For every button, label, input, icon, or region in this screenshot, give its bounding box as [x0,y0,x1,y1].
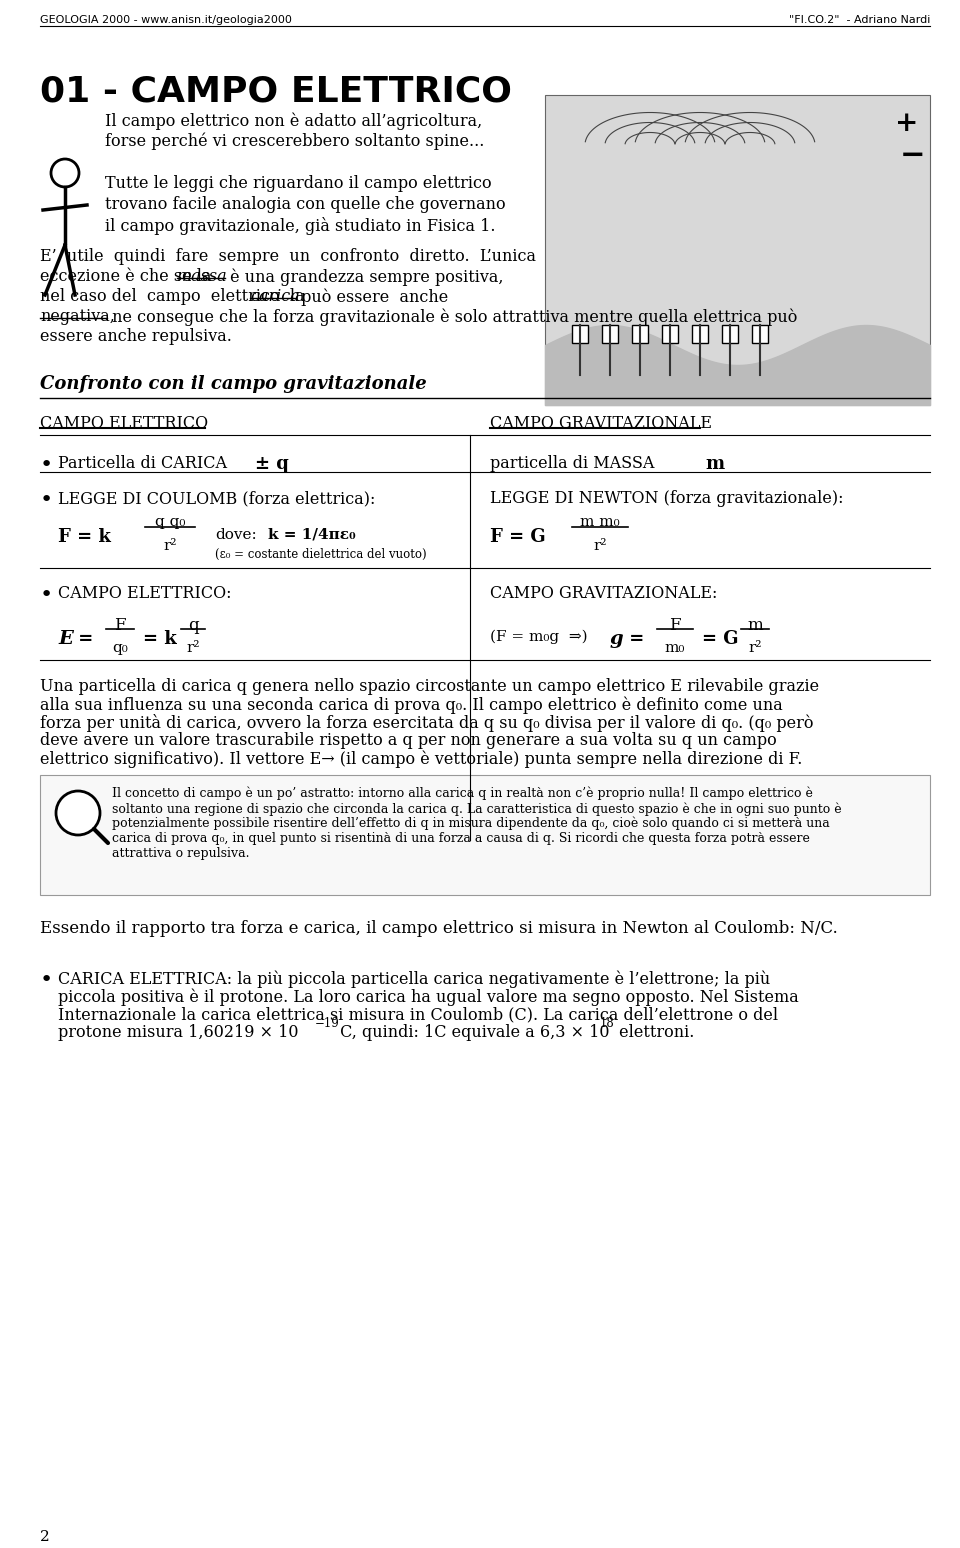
Text: deve avere un valore trascurabile rispetto a q per non generare a sua volta su q: deve avere un valore trascurabile rispet… [40,732,777,749]
Text: m: m [747,618,763,635]
Bar [602,325,618,344]
Bar [752,325,768,344]
Bar [40,776,930,895]
Bar [545,94,930,406]
Text: r²: r² [593,539,607,553]
Text: LEGGE DI COULOMB (forza elettrica):: LEGGE DI COULOMB (forza elettrica): [58,491,375,508]
Text: nel caso del  campo  elettrico  la: nel caso del campo elettrico la [40,288,310,305]
Text: CAMPO ELETTRICO:: CAMPO ELETTRICO: [58,585,231,602]
Text: E: E [58,630,73,649]
Text: m₀: m₀ [665,641,685,655]
Text: −19: −19 [315,1017,340,1029]
Text: Confronto con il campo gravitazionale: Confronto con il campo gravitazionale [40,375,427,393]
Text: eccezione è che se la: eccezione è che se la [40,268,217,285]
Circle shape [51,159,79,187]
Circle shape [56,791,100,834]
Text: = k: = k [143,630,177,649]
Text: può essere  anche: può essere anche [296,288,448,305]
Text: g: g [610,630,624,649]
Text: (ε₀ = costante dielettrica del vuoto): (ε₀ = costante dielettrica del vuoto) [215,548,426,560]
Text: r²: r² [163,539,177,553]
Text: m m₀: m m₀ [580,515,620,529]
Bar [572,325,588,344]
Text: m: m [705,455,724,474]
Text: alla sua influenza su una seconda carica di prova q₀. Il campo elettrico è defin: alla sua influenza su una seconda carica… [40,697,782,714]
Text: dove:: dove: [215,528,256,542]
Text: ± q: ± q [255,455,289,474]
Bar [722,325,738,344]
Text: Il concetto di campo è un po’ astratto: intorno alla carica q in realtà non c’è : Il concetto di campo è un po’ astratto: … [112,786,813,800]
Text: •: • [40,491,53,509]
Text: CAMPO ELETTRICO: CAMPO ELETTRICO [40,415,208,432]
Text: essere anche repulsiva.: essere anche repulsiva. [40,328,232,345]
Text: •: • [40,455,53,475]
Text: protone misura 1,60219 × 10: protone misura 1,60219 × 10 [58,1023,299,1040]
Text: E’  utile  quindi  fare  sempre  un  confronto  diretto.  L’unica: E’ utile quindi fare sempre un confronto… [40,248,536,265]
Text: q: q [188,618,199,635]
Text: = G: = G [702,630,738,649]
Text: Particella di CARICA: Particella di CARICA [58,455,227,472]
Text: CAMPO GRAVITAZIONALE: CAMPO GRAVITAZIONALE [490,415,712,432]
Text: piccola positiva è il protone. La loro carica ha ugual valore ma segno opposto. : piccola positiva è il protone. La loro c… [58,988,799,1006]
Text: ne consegue che la forza gravitazionale è solo attrattiva mentre quella elettric: ne consegue che la forza gravitazionale … [107,308,798,325]
Text: •: • [40,971,53,991]
Text: LEGGE DI NEWTON (forza gravitazionale):: LEGGE DI NEWTON (forza gravitazionale): [490,491,844,508]
Bar [632,325,648,344]
Text: +: + [895,110,919,138]
Bar [692,325,708,344]
Text: carica: carica [250,288,300,305]
Text: =: = [623,630,644,649]
Text: =: = [72,630,93,649]
Text: Il campo elettrico non è adatto all’agricoltura,: Il campo elettrico non è adatto all’agri… [105,113,482,130]
Text: negativa,: negativa, [40,308,115,325]
Text: CAMPO GRAVITAZIONALE:: CAMPO GRAVITAZIONALE: [490,585,717,602]
Text: elettrico significativo). Il vettore E→ (il campo è vettoriale) punta sempre nel: elettrico significativo). Il vettore E→ … [40,749,803,768]
Text: Essendo il rapporto tra forza e carica, il campo elettrico si misura in Newton a: Essendo il rapporto tra forza e carica, … [40,920,838,937]
Text: carica di prova q₀, in quel punto si risentinà di una forza a causa di q. Si ric: carica di prova q₀, in quel punto si ris… [112,831,810,845]
Text: soltanto una regione di spazio che circonda la carica q. La caratteristica di qu: soltanto una regione di spazio che circo… [112,802,842,816]
Text: CARICA ELETTRICA: la più piccola particella carica negativamente è l’elettrone; : CARICA ELETTRICA: la più piccola partice… [58,971,770,988]
Text: F = k: F = k [58,528,110,546]
Text: F = G: F = G [490,528,545,546]
Bar [662,325,678,344]
Text: q q₀: q q₀ [155,515,185,529]
Text: particella di MASSA: particella di MASSA [490,455,655,472]
Text: è una grandezza sempre positiva,: è una grandezza sempre positiva, [225,268,503,285]
Text: q₀: q₀ [112,641,128,655]
Text: 01 - CAMPO ELETTRICO: 01 - CAMPO ELETTRICO [40,74,512,108]
Text: C, quindi: 1C equivale a 6,3 × 10: C, quindi: 1C equivale a 6,3 × 10 [335,1023,610,1040]
Text: Tutte le leggi che riguardano il campo elettrico: Tutte le leggi che riguardano il campo e… [105,175,492,192]
Text: F: F [669,618,681,635]
Text: (F = m₀g  ⇒): (F = m₀g ⇒) [490,630,588,644]
Text: "FI.CO.2"  - Adriano Nardi: "FI.CO.2" - Adriano Nardi [788,15,930,25]
Text: 18: 18 [600,1017,614,1029]
Text: Internazionale la carica elettrica si misura in Coulomb (C). La carica dell’elet: Internazionale la carica elettrica si mi… [58,1006,779,1023]
Text: 2: 2 [40,1529,50,1543]
Text: •: • [40,585,53,605]
Text: Una particella di carica q genera nello spazio circostante un campo elettrico E : Una particella di carica q genera nello … [40,678,819,695]
Text: massa: massa [177,268,228,285]
Text: forse perché vi crescerebbero soltanto spine...: forse perché vi crescerebbero soltanto s… [105,132,485,150]
Text: trovano facile analogia con quelle che governano: trovano facile analogia con quelle che g… [105,197,506,214]
Text: potenzialmente possibile risentire dell’effetto di q in misura dipendente da q₀,: potenzialmente possibile risentire dell’… [112,817,829,830]
Text: attrattiva o repulsiva.: attrattiva o repulsiva. [112,847,250,861]
Text: −: − [900,139,925,170]
Text: F: F [114,618,126,635]
Text: GEOLOGIA 2000 - www.anisn.it/geologia2000: GEOLOGIA 2000 - www.anisn.it/geologia200… [40,15,292,25]
Text: elettroni.: elettroni. [614,1023,694,1040]
Text: k = 1/4πε₀: k = 1/4πε₀ [268,528,355,542]
Text: r²: r² [186,641,200,655]
Text: r²: r² [748,641,761,655]
Text: forza per unità di carica, ovvero la forza esercitata da q su q₀ divisa per il v: forza per unità di carica, ovvero la for… [40,714,813,732]
Text: il campo gravitazionale, già studiato in Fisica 1.: il campo gravitazionale, già studiato in… [105,217,495,235]
